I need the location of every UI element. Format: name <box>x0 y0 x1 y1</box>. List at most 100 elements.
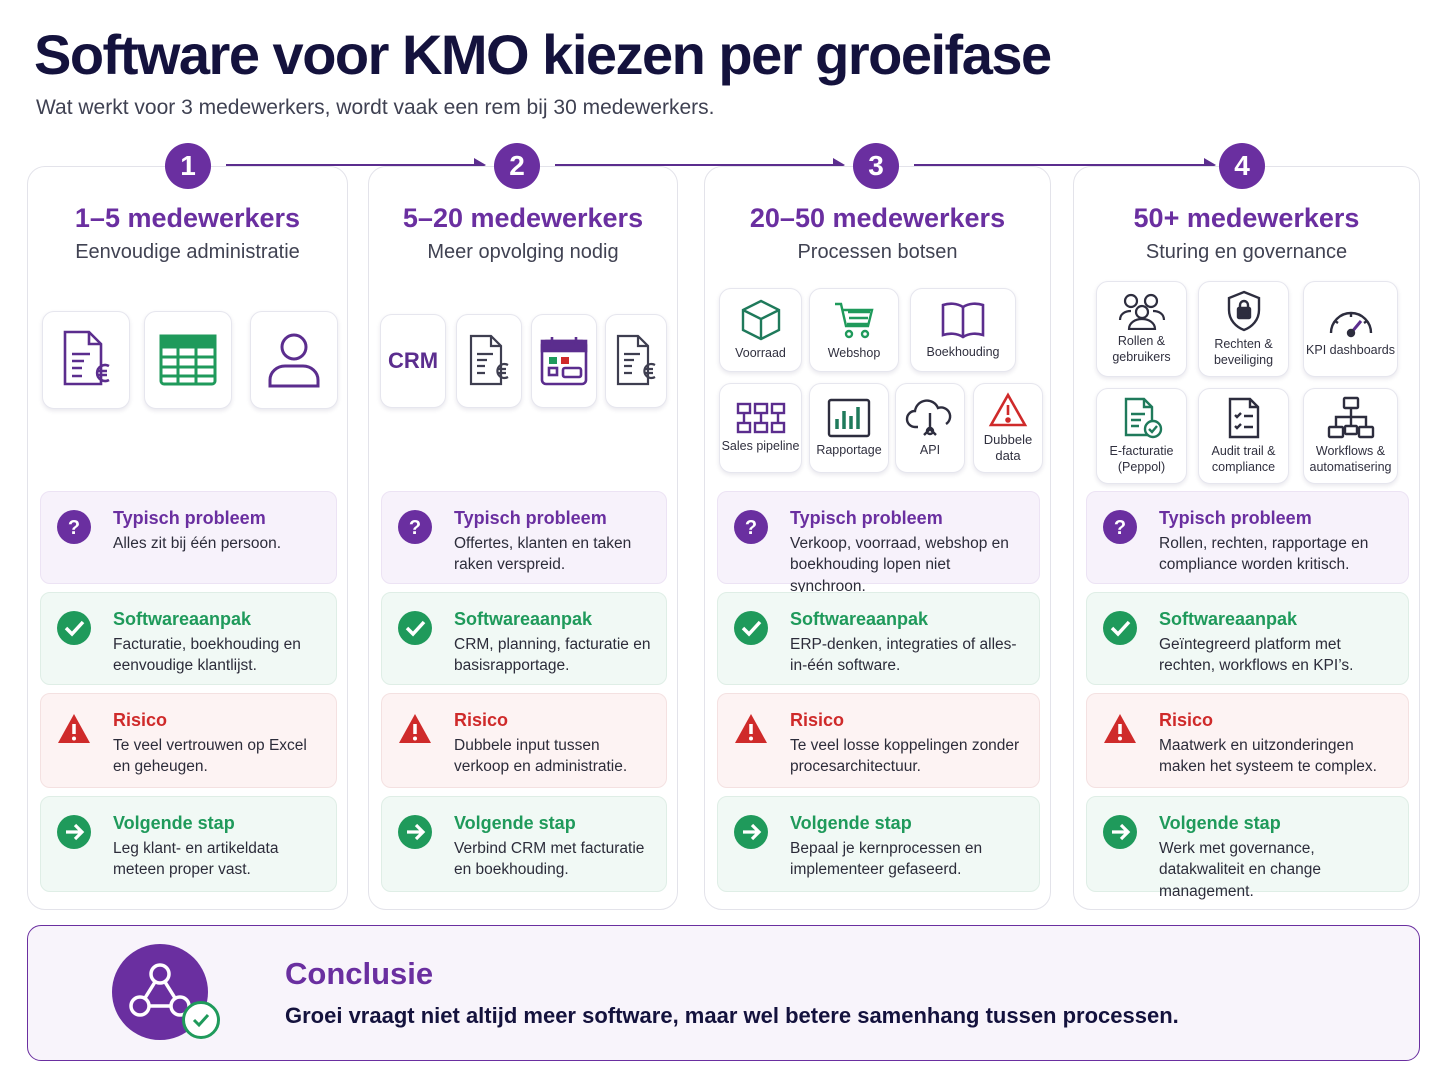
arrow-right-icon <box>734 815 768 849</box>
card-text: Verbind CRM met facturatie en boekhoudin… <box>454 840 645 879</box>
card-title: Softwareaanpak <box>454 609 593 629</box>
next-step-card: Volgende stap Bepaal je kernprocessen en… <box>717 796 1040 892</box>
book-icon <box>941 302 985 339</box>
card-title: Typisch probleem <box>454 508 607 528</box>
card-text: Offertes, klanten en taken raken verspre… <box>454 535 632 574</box>
tile-label: Boekhouding <box>926 345 1000 360</box>
users-icon <box>1118 294 1165 331</box>
tile-label: E-facturatie (Peppol) <box>1109 444 1174 474</box>
phase-title: 20–50 medewerkers <box>749 203 1006 233</box>
phase-title: 50+ medewerkers <box>1133 203 1360 233</box>
warning-icon <box>988 392 1028 427</box>
tile-label: KPI dashboards <box>1306 343 1395 358</box>
check-icon <box>182 1001 220 1039</box>
risk-card: Risico Te veel vertrouwen op Excel en ge… <box>40 693 337 788</box>
card-title: Typisch probleem <box>113 508 266 528</box>
risk-card: Risico Te veel losse koppelingen zonder … <box>717 693 1040 788</box>
shield-lock-icon <box>1227 291 1260 332</box>
user-icon <box>250 311 338 409</box>
card-title: Softwareaanpak <box>790 609 929 629</box>
card-text: Alles zit bij één persoon. <box>113 535 282 552</box>
tile-boekhouding: Boekhouding <box>910 288 1016 372</box>
next-step-card: Volgende stap Werk met governance, datak… <box>1086 796 1409 900</box>
tile-workflows: Workflows & automatisering <box>1303 388 1398 484</box>
arrow-right-icon <box>1103 815 1137 849</box>
card-title: Typisch probleem <box>1159 508 1312 528</box>
spreadsheet-icon <box>144 311 232 409</box>
warning-icon <box>1104 714 1136 743</box>
card-text: Te veel vertrouwen op Excel en geheugen. <box>113 737 307 776</box>
tile-dubbele-data: Dubbele data <box>973 383 1043 473</box>
card-title: Risico <box>1159 710 1214 730</box>
tile-label: Sales pipeline <box>721 439 800 454</box>
svg-text:?: ? <box>68 517 80 539</box>
box-icon <box>741 299 780 341</box>
question-icon: ? <box>57 510 91 544</box>
card-title: Volgende stap <box>454 813 576 833</box>
approach-card: Softwareaanpak Geïntegreerd platform met… <box>1086 592 1409 685</box>
tile-label: Dubbele data <box>983 431 1033 463</box>
card-text: Maatwerk en uitzonderingen maken het sys… <box>1159 737 1377 776</box>
bar-chart-icon <box>827 398 871 438</box>
question-icon: ? <box>398 510 432 544</box>
svg-text:?: ? <box>745 517 757 539</box>
gauge-icon <box>1329 312 1372 338</box>
next-step-card: Volgende stap Verbind CRM met facturatie… <box>381 796 667 892</box>
crm-label: CRM <box>387 348 439 373</box>
phase-title: 1–5 medewerkers <box>74 203 301 233</box>
svg-text:?: ? <box>1114 517 1126 539</box>
card-title: Risico <box>113 710 168 730</box>
tile-label: Webshop <box>827 346 881 361</box>
card-text: Leg klant- en artikeldata meteen proper … <box>113 840 279 879</box>
card-text: Bepaal je kernprocessen en implementeer … <box>790 840 983 879</box>
phase-subtitle: Meer opvolging nodig <box>427 241 619 263</box>
approach-card: Softwareaanpak Facturatie, boekhouding e… <box>40 592 337 685</box>
approach-card: Softwareaanpak ERP-denken, integraties o… <box>717 592 1040 685</box>
card-title: Volgende stap <box>1159 813 1281 833</box>
problem-card: ? Typisch probleem Offertes, klanten en … <box>381 491 667 584</box>
conclusion-title: Conclusie <box>285 956 434 991</box>
pipeline-icon <box>736 402 785 434</box>
tile-api: API <box>895 383 965 473</box>
workflow-icon <box>1327 397 1374 439</box>
tile-audit-trail: Audit trail & compliance <box>1198 388 1289 484</box>
tile-rollen: Rollen & gebruikers <box>1096 281 1187 377</box>
check-icon <box>57 611 91 645</box>
crm-icon: CRM <box>380 314 446 408</box>
tile-label: API <box>919 443 941 458</box>
phase-number-badge: 1 <box>165 143 211 189</box>
page-title: Software voor KMO kiezen per groeifase <box>34 23 1052 86</box>
tile-voorraad: Voorraad <box>719 288 802 372</box>
card-title: Risico <box>790 710 845 730</box>
phase-title: 5–20 medewerkers <box>402 203 644 233</box>
invoice-euro-icon <box>42 311 130 409</box>
problem-card: ? Typisch probleem Alles zit bij één per… <box>40 491 337 584</box>
tile-webshop: Webshop <box>809 288 899 372</box>
tile-rechten: Rechten & beveiliging <box>1198 281 1289 377</box>
card-text: Geïntegreerd platform met rechten, workf… <box>1159 636 1354 675</box>
phase-column-4: 50+ medewerkers Sturing en governance Ro… <box>1073 166 1420 910</box>
card-text: Facturatie, boekhouding en eenvoudige kl… <box>113 636 301 675</box>
phase-number-badge: 3 <box>853 143 899 189</box>
problem-card: ? Typisch probleem Rollen, rechten, rapp… <box>1086 491 1409 584</box>
phase-subtitle: Processen botsen <box>797 241 958 263</box>
phase-number-badge: 4 <box>1219 143 1265 189</box>
e-invoice-icon <box>1124 398 1162 439</box>
card-title: Volgende stap <box>113 813 235 833</box>
card-title: Softwareaanpak <box>1159 609 1298 629</box>
phase-column-2: 5–20 medewerkers Meer opvolging nodig CR… <box>368 166 678 910</box>
approach-card: Softwareaanpak CRM, planning, facturatie… <box>381 592 667 685</box>
problem-card: ? Typisch probleem Verkoop, voorraad, we… <box>717 491 1040 595</box>
checklist-icon <box>1228 398 1259 439</box>
warning-icon <box>735 714 767 743</box>
arrow-right-icon <box>57 815 91 849</box>
conclusion-text: Groei vraagt niet altijd meer software, … <box>285 1003 1179 1028</box>
tile-label: Rollen & gebruikers <box>1112 334 1171 364</box>
tile-label: Rapportage <box>816 443 882 458</box>
page-subtitle: Wat werkt voor 3 medewerkers, wordt vaak… <box>36 96 715 119</box>
risk-card: Risico Maatwerk en uitzonderingen maken … <box>1086 693 1409 788</box>
card-title: Volgende stap <box>790 813 912 833</box>
phase-column-3: 20–50 medewerkers Processen botsen Voorr… <box>704 166 1051 910</box>
check-icon <box>398 611 432 645</box>
check-icon <box>734 611 768 645</box>
